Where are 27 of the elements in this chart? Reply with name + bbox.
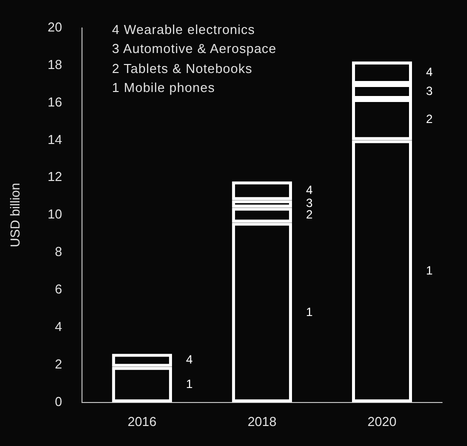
y-tick-label: 10: [48, 206, 62, 222]
text: 4: [426, 65, 433, 80]
y-tick-label: 18: [48, 56, 62, 72]
y-tick-label: 8: [54, 244, 62, 260]
annotation: 4 Wearable electronics: [112, 20, 256, 39]
y-tick-label: 4: [54, 319, 62, 334]
y-tick-label: 0: [54, 394, 62, 409]
series-label: 1: [186, 376, 194, 391]
y-tick-label: 6: [54, 282, 62, 297]
annotation: 2 Tablets & Notebooks: [112, 60, 254, 78]
legend-label: 4: [186, 352, 194, 367]
y-tick-label: 2: [54, 356, 62, 372]
y-axis-title: USD billion: [7, 182, 22, 248]
text: 1: [306, 304, 313, 319]
y-tick-label: 12: [48, 169, 62, 184]
text: 1: [426, 264, 433, 278]
y-tick-label: 20: [48, 19, 62, 34]
text: 2: [426, 112, 433, 126]
y-tick-label: 16: [48, 94, 62, 110]
y-tick-label: 14: [48, 132, 62, 147]
annotation: 1 Mobile phones: [112, 79, 216, 98]
text: 4: [306, 183, 313, 198]
x-tick-label: 2018: [248, 414, 276, 429]
annotation: 3 Automotive & Aerospace: [112, 40, 277, 58]
x-tick-label: 2016: [128, 414, 157, 429]
x-tick-label: 2020: [368, 414, 396, 429]
text: 3: [426, 84, 433, 98]
